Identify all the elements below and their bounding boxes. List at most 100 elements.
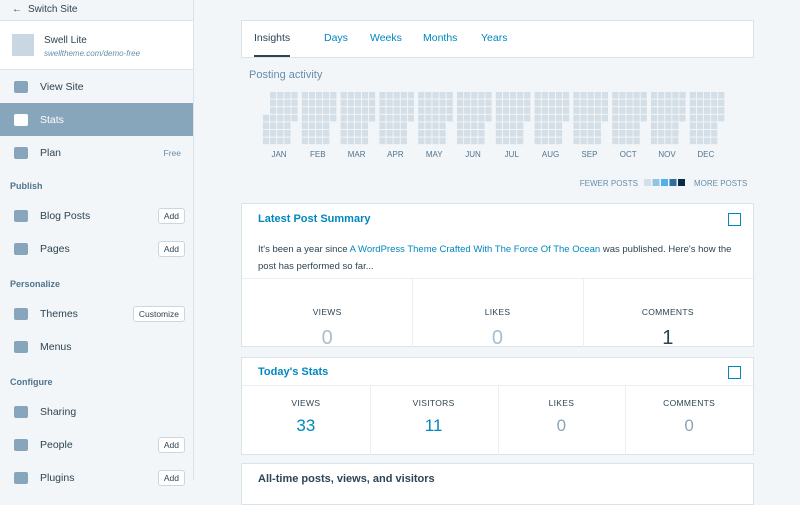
day-cell: [672, 107, 679, 114]
day-cell: [354, 99, 361, 107]
day-cell: [316, 92, 323, 99]
day-cell: [284, 122, 291, 129]
day-cell: [711, 137, 718, 145]
day-cell: [689, 107, 696, 114]
nav-item[interactable]: People Add: [0, 428, 193, 461]
day-cell: [658, 99, 665, 107]
day-cell: [263, 137, 270, 145]
day-cell: [446, 107, 453, 114]
tab[interactable]: Days: [324, 32, 348, 44]
day-cell: [534, 92, 541, 99]
day-cell: [718, 107, 725, 114]
day-cell: [587, 92, 594, 99]
day-cell: [541, 92, 548, 99]
nav-item[interactable]: Themes Customize: [0, 297, 193, 330]
stat-value: 0: [684, 416, 694, 435]
nav-label: Stats: [40, 113, 64, 126]
section-header: Configure: [10, 377, 53, 387]
tab[interactable]: Years: [481, 32, 508, 44]
nav-icon: [14, 340, 28, 353]
day-cell: [347, 114, 354, 122]
day-cell: [524, 99, 531, 107]
day-cell: [284, 107, 291, 114]
day-cell: [478, 122, 485, 129]
nav-item[interactable]: Plan Free: [0, 136, 193, 169]
day-cell: [679, 92, 686, 99]
stats-icon[interactable]: [728, 366, 741, 379]
day-cell: [464, 92, 471, 99]
day-cell: [495, 92, 502, 99]
day-cell: [432, 107, 439, 114]
day-cell: [711, 130, 718, 137]
day-cell: [633, 107, 640, 114]
tab[interactable]: Months: [423, 32, 458, 44]
day-cell: [548, 114, 555, 122]
nav-item[interactable]: Stats: [0, 103, 193, 136]
nav-button[interactable]: Customize: [132, 305, 185, 322]
day-cell: [323, 99, 330, 107]
stats-icon[interactable]: [728, 213, 741, 226]
stat-label: COMMENTS: [663, 398, 716, 408]
nav-button[interactable]: Add: [157, 436, 185, 453]
day-cell: [612, 137, 619, 145]
tab[interactable]: Weeks: [370, 32, 402, 44]
day-cell: [323, 107, 330, 114]
day-cell: [347, 137, 354, 145]
nav-button[interactable]: Add: [157, 469, 185, 486]
nav-label: People: [40, 438, 73, 451]
day-cell: [633, 130, 640, 137]
day-cell: [393, 92, 400, 99]
nav-icon: [14, 405, 28, 418]
day-cell: [658, 107, 665, 114]
day-cell: [277, 114, 284, 122]
day-cell: [277, 130, 284, 137]
day-cell: [386, 122, 393, 129]
nav-item[interactable]: Sharing: [0, 395, 193, 428]
nav-item[interactable]: Menus: [0, 330, 193, 363]
day-cell: [291, 99, 298, 107]
nav-item[interactable]: View Site: [0, 70, 193, 103]
day-cell: [340, 92, 347, 99]
nav-button[interactable]: Add: [157, 207, 185, 224]
tab[interactable]: Insights: [254, 21, 291, 57]
day-cell: [354, 92, 361, 99]
day-cell: [626, 92, 633, 99]
day-cell: [704, 114, 711, 122]
day-cell: [323, 130, 330, 137]
day-cell: [640, 99, 647, 107]
text: was published. Here's how the post has p…: [258, 244, 732, 272]
site-card[interactable]: Swell Lite swelltheme.com/demo-free: [0, 21, 193, 70]
post-link[interactable]: A WordPress Theme Crafted With The Force…: [349, 244, 601, 255]
day-cell: [425, 130, 432, 137]
switch-site[interactable]: ← Switch Site: [0, 0, 193, 21]
nav-item[interactable]: Blog Posts Add: [0, 199, 193, 232]
nav-item[interactable]: Pages Add: [0, 232, 193, 265]
day-cell: [672, 114, 679, 122]
day-cell: [495, 130, 502, 137]
day-cell: [555, 92, 563, 99]
day-cell: [330, 107, 337, 114]
day-cell: [665, 137, 672, 145]
day-cell: [369, 99, 376, 107]
day-cell: [379, 99, 386, 107]
day-cell: [464, 122, 471, 129]
day-cell: [502, 130, 510, 137]
day-cell: [291, 107, 298, 114]
day-cell: [439, 107, 446, 114]
day-cell: [471, 130, 478, 137]
day-cell: [386, 92, 393, 99]
day-cell: [696, 92, 704, 99]
day-cell: [277, 107, 284, 114]
day-cell: [594, 130, 601, 137]
day-cell: [464, 107, 471, 114]
stat-value: 0: [491, 327, 504, 349]
nav-button[interactable]: Add: [157, 240, 185, 257]
day-cell: [672, 122, 679, 129]
legend-swatch: [644, 179, 651, 186]
day-cell: [330, 99, 337, 107]
month-label: MAR: [348, 150, 366, 159]
stat: VIEWS 33: [242, 386, 371, 455]
nav-item[interactable]: Plugins Add: [0, 461, 193, 494]
day-cell: [270, 107, 277, 114]
day-cell: [471, 107, 478, 114]
